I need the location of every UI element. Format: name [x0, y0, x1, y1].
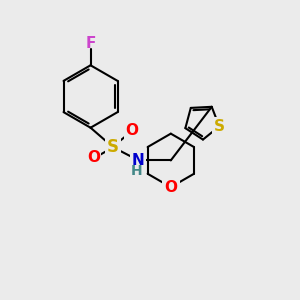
Text: N: N: [132, 153, 145, 168]
Text: F: F: [85, 36, 96, 51]
Text: S: S: [214, 119, 225, 134]
Text: O: O: [164, 180, 177, 195]
Text: O: O: [87, 150, 100, 165]
Text: H: H: [131, 164, 142, 178]
Text: S: S: [107, 138, 119, 156]
Text: O: O: [126, 123, 139, 138]
